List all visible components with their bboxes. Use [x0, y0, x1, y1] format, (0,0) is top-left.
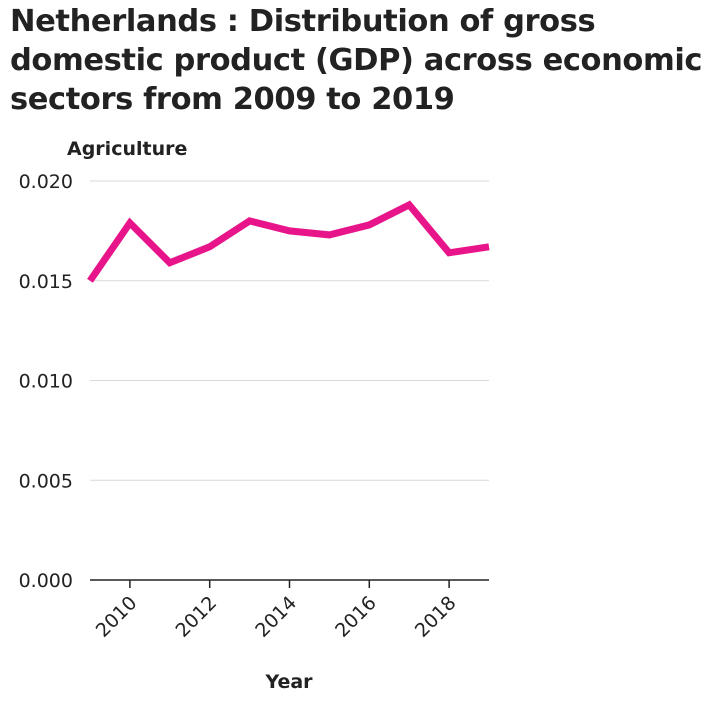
grid-lines	[90, 180, 489, 481]
x-tick-label: 2018	[411, 592, 461, 642]
x-axis-label: Year	[264, 671, 313, 693]
series-line	[87, 200, 490, 283]
y-tick-labels: 0.000 0.005 0.010 0.015 0.020	[19, 171, 73, 592]
x-tick-label: 2016	[331, 592, 381, 642]
y-tick-label: 0.020	[19, 171, 73, 193]
y-tick-label: 0.000	[19, 570, 73, 592]
x-tick-label: 2010	[92, 592, 142, 642]
y-tick-label: 0.005	[19, 470, 73, 492]
x-tick-label: 2014	[251, 592, 301, 642]
y-tick-label: 0.015	[19, 271, 73, 293]
y-axis-label: Agriculture	[67, 138, 187, 160]
x-axis: 2010 2012 2014 2016 2018	[90, 579, 489, 642]
y-tick-label: 0.010	[19, 371, 73, 393]
x-tick-label: 2012	[171, 592, 221, 642]
chart-title: Netherlands : Distribution of gross dome…	[10, 4, 703, 117]
series-group	[87, 200, 490, 283]
